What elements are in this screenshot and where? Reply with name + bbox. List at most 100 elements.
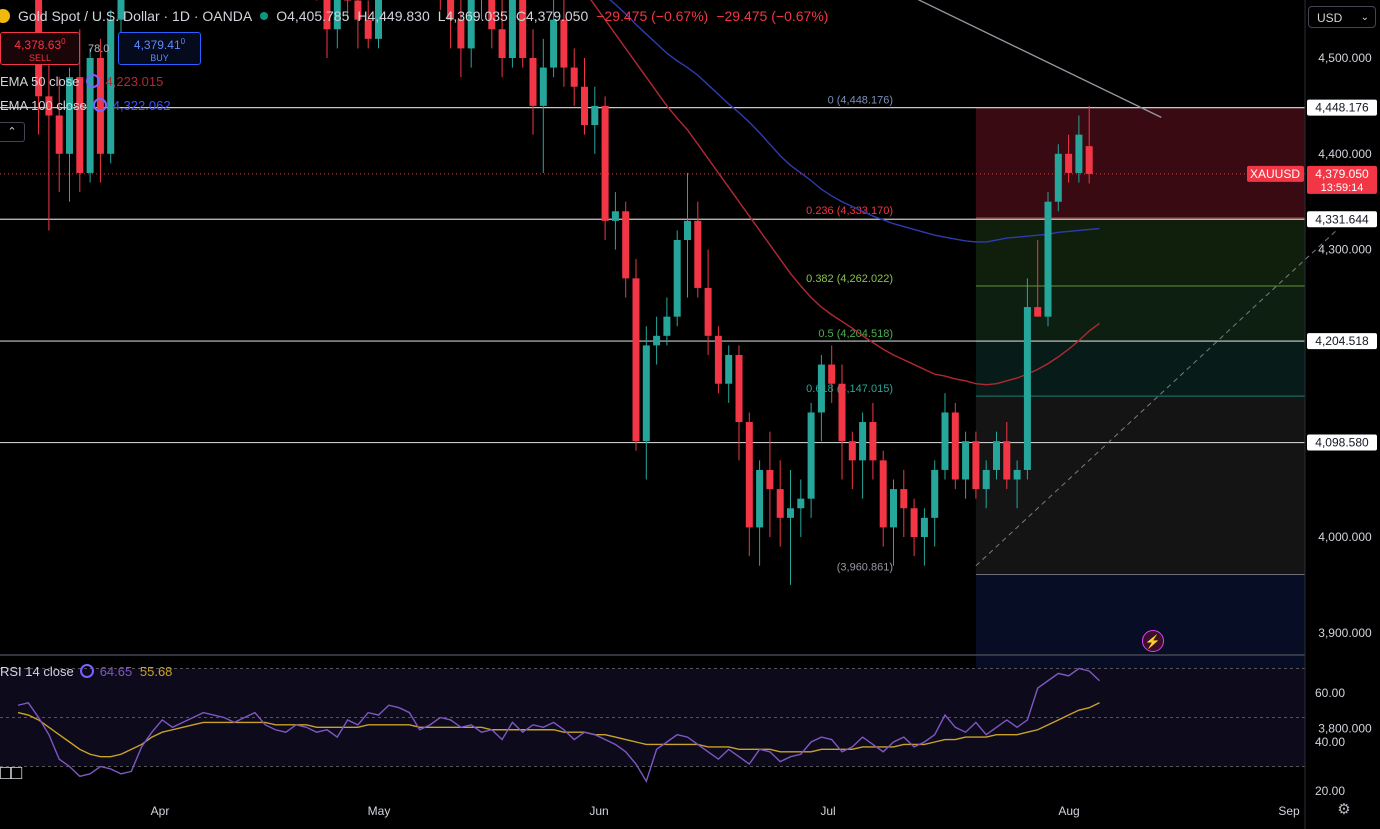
rsi-legend[interactable]: RSI 14 close 64.65 55.68 [0,664,172,679]
buy-price: 4,379.41 [133,38,181,52]
candle [508,0,516,58]
candle [714,335,722,384]
candle [642,345,650,442]
candle [1065,153,1073,173]
rsi-ma-value: 55.68 [139,664,173,679]
candle [550,19,558,68]
candle [1034,307,1042,317]
fib-level-label: (3,960.861) [837,561,893,573]
candle [76,77,84,173]
candle [611,211,619,221]
candle [817,364,825,413]
level-price-label: 4,204.518 [1315,334,1369,348]
candle [323,0,331,30]
candle [1085,146,1093,174]
ohlc-change-secondary: −29.475 (−0.67%) [716,8,829,24]
candle [828,364,836,384]
bar-countdown-label: 13:59:14 [1321,182,1364,194]
buy-button[interactable]: 4,379.410 BUY [118,32,201,65]
candle [735,354,743,423]
candle [694,220,702,288]
sell-button[interactable]: 4,378.630 SELL [0,32,80,65]
level-price-tag [1307,99,1377,116]
candle [920,517,928,537]
time-tick-label: Aug [1058,804,1079,818]
fib-zone-band [975,107,1305,218]
time-tick-label: Sep [1278,804,1300,818]
candle [86,58,94,173]
candle [1013,469,1021,480]
rsi-tick-label: 40.00 [1315,735,1345,749]
symbol-title[interactable]: Gold Spot / U.S. Dollar · 1D · OANDA [18,8,253,24]
candle [972,441,980,490]
currency-select[interactable]: USD ⌄ [1308,6,1376,28]
candle [498,29,506,58]
symbol-header: Gold Spot / U.S. Dollar · 1D · OANDA O4,… [0,8,828,24]
candle [962,441,970,480]
ohlc-open: O4,405.785 [276,8,350,24]
gear-icon[interactable]: ⚙ [1337,801,1351,818]
ema50-settings-icon[interactable] [85,74,100,88]
candle [1054,153,1062,202]
candle [447,0,455,20]
ohlc-close: C4,379.050 [515,8,589,24]
candle [900,489,908,509]
candle [993,441,1000,470]
sell-label: SELL [28,53,52,63]
ema50-label: EMA 50 close [0,74,80,89]
ema100-label: EMA 100 close [0,98,87,113]
last-price-label: 4,379.050 [1315,167,1369,181]
candle [55,115,63,154]
candle [787,508,794,518]
ema100-legend[interactable]: EMA 100 close 4,322.062 [0,98,171,113]
ema50-legend[interactable]: EMA 50 close 4,223.015 [0,74,163,89]
candle [66,77,73,154]
candle [560,19,568,68]
candle [725,354,733,384]
candle [910,508,918,537]
symbol-tag-label: XAUUSD [1250,167,1300,181]
market-status-icon [260,12,269,20]
ema100-line [609,0,1100,243]
candle [632,278,640,442]
level-price-label: 4,331.644 [1315,212,1369,226]
level-price-label: 4,098.580 [1315,436,1369,450]
candle [807,412,815,499]
candle [539,67,547,106]
candle [797,498,805,509]
ohlc-low: L4,369.035 [437,8,508,24]
candle [570,67,578,87]
candle [745,422,753,528]
ohlc-change: −29.475 (−0.67%) [596,8,709,24]
price-tick-label: 3,900.000 [1318,626,1372,640]
candle [519,0,527,58]
sell-price-sup: 0 [61,37,66,46]
currency-value: USD [1317,11,1343,25]
candle [890,489,897,528]
rsi-band-fill [0,668,1305,767]
candle [107,19,115,154]
rsi-settings-icon[interactable] [79,664,94,678]
candle [622,211,630,279]
candle [684,220,691,241]
buy-price-sup: 0 [180,37,186,46]
descending-trendline [917,0,1162,118]
candle [879,460,887,528]
candle [838,383,846,442]
rsi-value: 64.65 [99,664,133,679]
buy-label: BUY [150,53,169,63]
candle [591,105,599,126]
ema50-line [590,0,1100,386]
ohlc-high: H4,449.830 [357,8,430,24]
ascending-dashed-trendline [975,230,1337,567]
candle [344,0,352,1]
ema100-settings-icon[interactable] [92,98,107,112]
collapse-legend-button[interactable]: ⌃ [0,122,25,142]
last-price-tag [1307,165,1377,194]
fib-level-label: 0.618 (4,147.015) [806,383,893,395]
lightning-icon[interactable]: ⚡ [1142,630,1164,652]
level-price-tag [1307,434,1377,451]
rsi-tick-label: 20.00 [1315,784,1345,798]
candle [982,469,990,490]
